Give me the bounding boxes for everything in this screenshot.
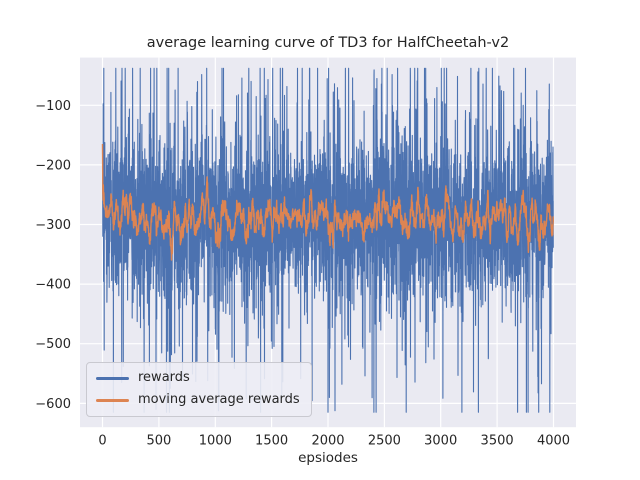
x-tick-label: 2500 [368, 434, 401, 449]
x-tick-label: 0 [98, 434, 106, 449]
y-tick-label: −500 [35, 337, 71, 352]
y-tick-label: −400 [35, 278, 71, 293]
legend: rewards moving average rewards [86, 362, 312, 417]
x-tick-label: 1500 [255, 434, 288, 449]
y-tick-label: −200 [35, 158, 71, 173]
moving-average-line [101, 143, 554, 261]
moving-average-line-swatch [96, 398, 129, 402]
x-tick-label: 1000 [199, 434, 232, 449]
x-tick-label: 3500 [481, 434, 514, 449]
x-axis-label: epsiodes [298, 450, 358, 466]
legend-label-moving-average: moving average rewards [138, 391, 300, 407]
legend-item-moving-average: moving average rewards [96, 391, 300, 408]
x-tick-label: 4000 [537, 434, 570, 449]
x-tick-label: 3000 [424, 434, 457, 449]
y-tick-label: −300 [35, 218, 71, 233]
y-tick-label: −100 [35, 99, 71, 114]
y-tick-label: −600 [35, 397, 71, 412]
chart-title: average learning curve of TD3 for HalfCh… [147, 35, 509, 51]
x-tick-label: 500 [146, 434, 171, 449]
x-tick-label: 2000 [311, 434, 344, 449]
legend-item-rewards: rewards [96, 370, 300, 386]
rewards-line-swatch [96, 376, 129, 380]
legend-label-rewards: rewards [138, 370, 190, 385]
